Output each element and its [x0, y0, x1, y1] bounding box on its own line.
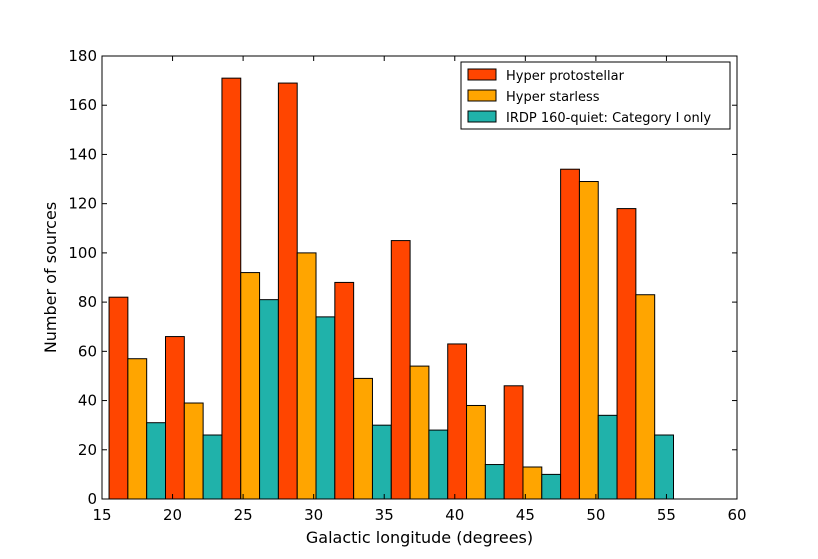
- bars-layer: [108, 77, 674, 500]
- y-tick-label: 60: [78, 342, 97, 360]
- x-tick-label: 50: [586, 506, 605, 524]
- legend-label: Hyper protostellar: [506, 69, 625, 84]
- bar-3-bin-1: [146, 422, 166, 500]
- bar-3-bin-10: [654, 434, 674, 500]
- bar-2-bin-7: [466, 404, 486, 500]
- bar-3-bin-4: [315, 316, 336, 500]
- x-tick-label: 20: [163, 506, 182, 524]
- bar-2-bin-1: [127, 358, 148, 500]
- y-tick-label: 20: [78, 441, 97, 459]
- x-tick-label: 55: [657, 506, 676, 524]
- bar-2-bin-5: [353, 377, 373, 500]
- legend-box: [460, 61, 731, 130]
- bar-1-bin-3: [221, 77, 242, 500]
- y-tick-label: 120: [68, 195, 97, 213]
- bar-3-bin-7: [484, 464, 505, 500]
- x-tick-label: 45: [516, 506, 535, 524]
- legend: Hyper protostellar Hyper starless IRDP 160…: [460, 61, 731, 130]
- y-tick-label: 40: [78, 392, 97, 410]
- bar-2-bin-9: [578, 181, 599, 500]
- x-axis-label: Galactic longitude (degrees): [306, 528, 533, 547]
- bar-1-bin-2: [165, 336, 185, 500]
- x-tick-label: 15: [92, 506, 111, 524]
- legend-swatch: [467, 110, 497, 123]
- plot-frame: [101, 55, 738, 500]
- bar-3-bin-5: [371, 424, 392, 500]
- y-axis-label: Number of sources: [41, 202, 60, 353]
- bar-3-bin-6: [428, 429, 449, 500]
- bar-3-bin-3: [259, 299, 279, 500]
- legend-swatch: [467, 68, 497, 81]
- bar-2-bin-3: [240, 272, 261, 500]
- bar-3-bin-8: [541, 473, 562, 500]
- bar-2-bin-10: [635, 294, 656, 500]
- bar-1-bin-1: [108, 296, 129, 500]
- bar-1-bin-9: [560, 168, 580, 500]
- legend-label: Hyper starless: [506, 90, 600, 105]
- x-tick-label: 40: [445, 506, 464, 524]
- bar-1-bin-6: [390, 240, 411, 500]
- y-tick-label: 80: [78, 293, 97, 311]
- legend-swatch: [467, 89, 497, 102]
- bar-1-bin-4: [277, 82, 298, 500]
- y-tick-label: 100: [68, 244, 97, 262]
- y-tick-label: 140: [68, 145, 97, 163]
- bar-1-bin-10: [616, 208, 637, 500]
- legend-label: IRDP 160-quiet: Category I only: [506, 111, 711, 126]
- bar-3-bin-2: [202, 434, 223, 500]
- x-tick-label: 30: [304, 506, 323, 524]
- y-tick-label: 180: [68, 47, 97, 65]
- bar-2-bin-2: [183, 402, 204, 500]
- ticks-layer: 15 20 25 30 35 40 45 50 55 60 0 20 40 60 80 100 120 140 16…: [68, 47, 746, 524]
- x-tick-label: 25: [234, 506, 253, 524]
- bar-2-bin-6: [409, 365, 430, 500]
- y-tick-label: 0: [87, 490, 97, 508]
- bar-1-bin-8: [503, 385, 524, 500]
- bar-3-bin-9: [597, 414, 618, 500]
- x-tick-label: 60: [727, 506, 746, 524]
- bar-1-bin-7: [447, 343, 468, 500]
- bar-2-bin-4: [296, 252, 317, 500]
- x-tick-label: 35: [375, 506, 394, 524]
- bar-1-bin-5: [334, 281, 355, 500]
- y-tick-label: 160: [68, 96, 97, 114]
